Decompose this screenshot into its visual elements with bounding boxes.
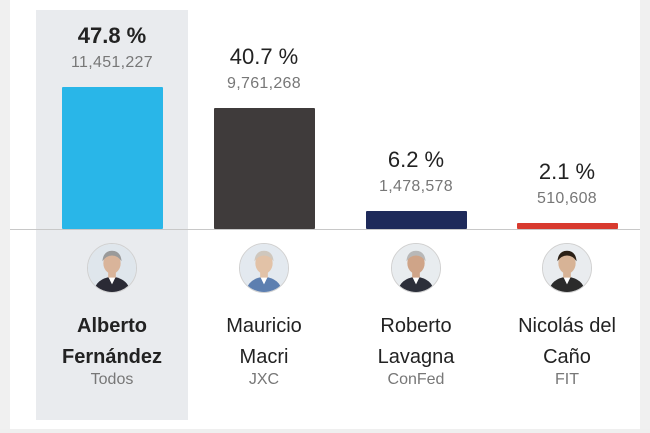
- chart-baseline: [10, 229, 640, 230]
- percent-label: 40.7 %: [229, 44, 299, 69]
- candidate-column[interactable]: 47.8 % 11,451,227 Alberto Fernández Todos: [37, 0, 187, 433]
- candidate-name-line1: Mauricio: [226, 315, 302, 337]
- candidate-name-line1: Alberto: [77, 315, 147, 337]
- candidate-name: Nicolás del Caño: [492, 311, 642, 373]
- candidate-name: Alberto Fernández: [37, 311, 187, 373]
- votes-label: 1,478,578: [379, 178, 453, 195]
- candidate-name: Roberto Lavagna: [341, 311, 491, 373]
- candidate-name-line1: Roberto: [380, 315, 452, 337]
- vote-bar: [213, 108, 315, 229]
- candidate-column[interactable]: 2.1 % 510,608 Nicolás del Caño FIT: [492, 0, 642, 433]
- candidate-column[interactable]: 40.7 % 9,761,268 Mauricio Macri JXC: [189, 0, 339, 433]
- bottom-edge: [0, 429, 650, 433]
- votes-label: 11,451,227: [71, 54, 153, 71]
- candidate-name-line2: Lavagna: [377, 346, 455, 368]
- party-label: Todos: [90, 371, 134, 388]
- candidate-name-line2: Macri: [239, 346, 289, 368]
- vote-bar: [365, 211, 467, 229]
- party-label: JXC: [248, 371, 280, 388]
- candidate-avatar-icon: [542, 243, 592, 293]
- vote-bar: [516, 223, 618, 229]
- percent-label: 2.1 %: [538, 159, 596, 184]
- votes-label: 9,761,268: [227, 75, 301, 92]
- candidate-name-line1: Nicolás del: [518, 315, 616, 337]
- candidate-name-line2: Fernández: [61, 346, 163, 368]
- candidate-avatar-icon: [87, 243, 137, 293]
- votes-label: 510,608: [537, 190, 597, 207]
- candidate-avatar-icon: [239, 243, 289, 293]
- candidate-column[interactable]: 6.2 % 1,478,578 Roberto Lavagna ConFed: [341, 0, 491, 433]
- candidate-avatar-icon: [391, 243, 441, 293]
- candidate-name-line2: Caño: [543, 346, 591, 368]
- percent-label: 6.2 %: [387, 147, 445, 172]
- party-label: FIT: [555, 371, 579, 388]
- vote-bar: [61, 87, 163, 229]
- percent-label: 47.8 %: [77, 23, 147, 48]
- candidate-name: Mauricio Macri: [189, 311, 339, 373]
- party-label: ConFed: [387, 371, 445, 388]
